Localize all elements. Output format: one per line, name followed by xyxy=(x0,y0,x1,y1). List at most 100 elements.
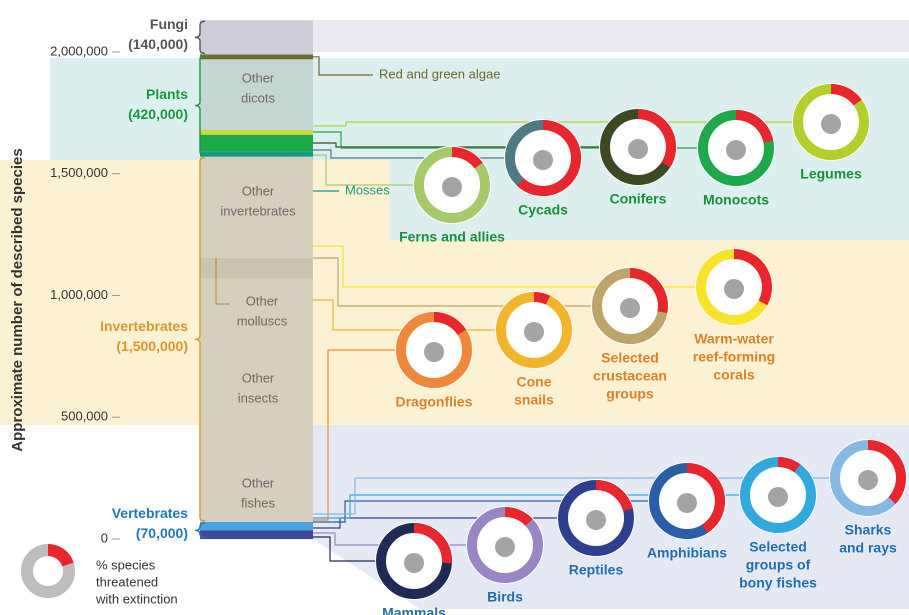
group-bracket xyxy=(194,156,206,522)
icon xyxy=(404,553,424,573)
icon xyxy=(424,342,444,362)
segment-label: Mosses xyxy=(345,182,390,197)
icon xyxy=(533,150,553,170)
bar-segment xyxy=(200,156,313,258)
group-name: Invertebrates xyxy=(100,318,188,334)
donut-label: Selected xyxy=(749,539,807,555)
icon xyxy=(620,298,640,318)
icon xyxy=(768,487,788,507)
threat-arc xyxy=(735,110,774,144)
segment-label: dicots xyxy=(241,90,275,105)
group-count: (1,500,000) xyxy=(116,338,188,354)
labels: Other fishes Other insects Other molluscs Othe… xyxy=(21,16,907,615)
group-bracket xyxy=(194,522,206,539)
y-axis-label: Approximate number of described species xyxy=(9,148,26,451)
threat-arc xyxy=(433,312,467,336)
donut-label: corals xyxy=(713,367,754,383)
group-name: Plants xyxy=(146,86,188,102)
legend-label: threatened xyxy=(96,574,158,589)
threat-arc xyxy=(413,523,452,564)
segment-label: molluscs xyxy=(237,313,288,328)
segment-label: invertebrates xyxy=(220,203,296,218)
connector xyxy=(313,494,739,519)
group-name: Fungi xyxy=(150,16,188,32)
connector xyxy=(313,154,413,186)
group-bracket xyxy=(194,20,206,55)
donut-label: Reptiles xyxy=(569,562,624,578)
group-count: (70,000) xyxy=(136,525,188,541)
bar-segment xyxy=(200,129,313,135)
connector xyxy=(313,477,829,515)
icon xyxy=(724,279,744,299)
donut-label: Warm-water xyxy=(694,331,774,347)
donut-label: Legumes xyxy=(800,166,862,182)
icon xyxy=(442,177,462,197)
bar-segment xyxy=(200,54,313,60)
group-count: (140,000) xyxy=(128,36,188,52)
donut-label: Cycads xyxy=(518,202,568,218)
group-bracket xyxy=(194,54,206,157)
threat-arc xyxy=(595,480,633,512)
donut-label: Cone xyxy=(517,374,552,390)
leader-line xyxy=(215,257,230,305)
y-tick-label: 2,000,000 xyxy=(50,43,108,58)
segment-label: Other xyxy=(242,475,275,490)
connector xyxy=(313,121,792,127)
bar-segment xyxy=(200,59,313,130)
threat-arc xyxy=(830,84,862,106)
icon xyxy=(495,537,515,557)
donut-label: Ferns and allies xyxy=(399,229,505,245)
donut-label: and rays xyxy=(839,540,897,556)
threat-arc xyxy=(733,249,772,306)
donut-label: crustacean xyxy=(593,368,667,384)
icon xyxy=(677,493,697,513)
bar-segment xyxy=(200,530,313,539)
donut-label: Mammals xyxy=(382,605,446,615)
icon xyxy=(586,510,606,530)
connector xyxy=(313,245,695,288)
connector xyxy=(313,257,591,307)
connector xyxy=(313,349,395,521)
donut-label: Amphibians xyxy=(647,545,727,561)
donut-label: Sharks xyxy=(845,522,892,538)
connector xyxy=(313,149,504,159)
bar-segment xyxy=(200,521,313,531)
connector xyxy=(313,142,599,148)
threat-arc xyxy=(686,463,725,534)
segment-label: Other xyxy=(246,293,279,308)
donut-label: snails xyxy=(514,392,554,408)
donut-label: bony fishes xyxy=(739,575,817,591)
bar-segment xyxy=(200,278,313,522)
legend-arc xyxy=(47,544,74,567)
y-tick-label: 500,000 xyxy=(61,409,108,424)
group-name: Vertebrates xyxy=(112,505,188,521)
threat-arc xyxy=(516,120,581,196)
donut-label: Dragonflies xyxy=(395,394,472,410)
fungi-panel xyxy=(200,20,909,52)
bar-segment xyxy=(200,134,313,152)
bar-segment xyxy=(200,257,313,279)
bar-segment xyxy=(200,151,313,157)
donut-label: Conifers xyxy=(610,191,667,207)
threat-arc xyxy=(504,507,533,527)
icon xyxy=(524,322,544,342)
segment-label: insects xyxy=(238,390,279,405)
leader-line xyxy=(313,56,373,76)
threat-arc xyxy=(533,292,551,305)
y-tick-label: 1,000,000 xyxy=(50,287,108,302)
threat-arc xyxy=(629,268,668,314)
icon xyxy=(858,470,878,490)
segment-label: Red and green algae xyxy=(379,66,500,81)
donut-label: reef-forming xyxy=(693,349,775,365)
threat-arc xyxy=(637,109,676,168)
bar-segment xyxy=(200,20,313,55)
icon xyxy=(628,139,648,159)
connector xyxy=(313,536,375,562)
bar xyxy=(200,20,313,539)
donut-label: groups xyxy=(606,386,654,402)
y-tick-label: 0 xyxy=(101,530,108,545)
y-tick-label: 1,500,000 xyxy=(50,165,108,180)
segment-label: Other xyxy=(242,183,275,198)
donut-label: Selected xyxy=(601,350,659,366)
donut-label: Monocots xyxy=(703,192,769,208)
